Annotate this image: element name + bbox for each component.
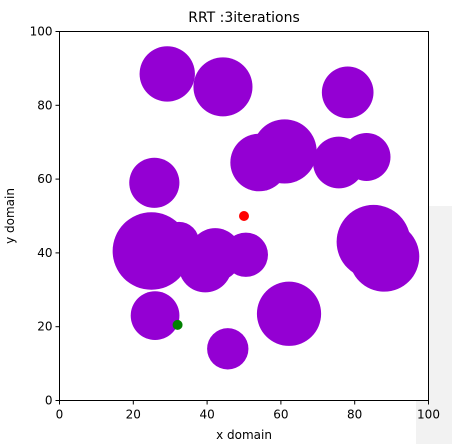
y-axis-label: y domain (3, 188, 17, 244)
x-tick-label: 80 (347, 408, 362, 422)
obstacle-circle (207, 328, 249, 370)
obstacle-circle (256, 281, 322, 346)
obstacle-circle (223, 232, 268, 277)
y-tick-label: 100 (30, 25, 53, 39)
start-point (239, 211, 249, 221)
obstacle-layer (112, 46, 420, 370)
obstacle-circle (112, 212, 191, 290)
obstacle-circle (178, 239, 232, 293)
marker-layer (172, 211, 249, 330)
plot-frame (59, 31, 429, 401)
obstacle-circle (342, 132, 391, 181)
obstacle-circle (129, 157, 180, 208)
obstacle-circle (349, 221, 420, 292)
x-tick-label: 40 (199, 408, 214, 422)
y-tick-label: 20 (37, 320, 52, 334)
x-tick-label: 0 (56, 408, 64, 422)
obstacle-circle (130, 291, 180, 340)
y-tick-label: 40 (37, 246, 52, 260)
x-tick-label: 60 (273, 408, 288, 422)
x-tick-label: 20 (126, 408, 141, 422)
y-tick-label: 0 (45, 394, 53, 408)
y-tick-label: 60 (37, 172, 52, 186)
obstacle-circle (193, 57, 253, 117)
obstacle-circle (230, 133, 288, 192)
y-axis: 0 20 40 60 80 100 (30, 25, 60, 408)
x-axis: 0 20 40 60 80 100 (56, 400, 440, 422)
chart-title: RRT :3iterations (188, 10, 300, 26)
y-tick-label: 80 (37, 98, 52, 112)
goal-point (172, 319, 183, 330)
obstacle-circle (321, 66, 374, 119)
x-tick-label: 100 (417, 408, 440, 422)
obstacle-circle (139, 46, 195, 102)
x-axis-label: x domain (216, 428, 272, 442)
